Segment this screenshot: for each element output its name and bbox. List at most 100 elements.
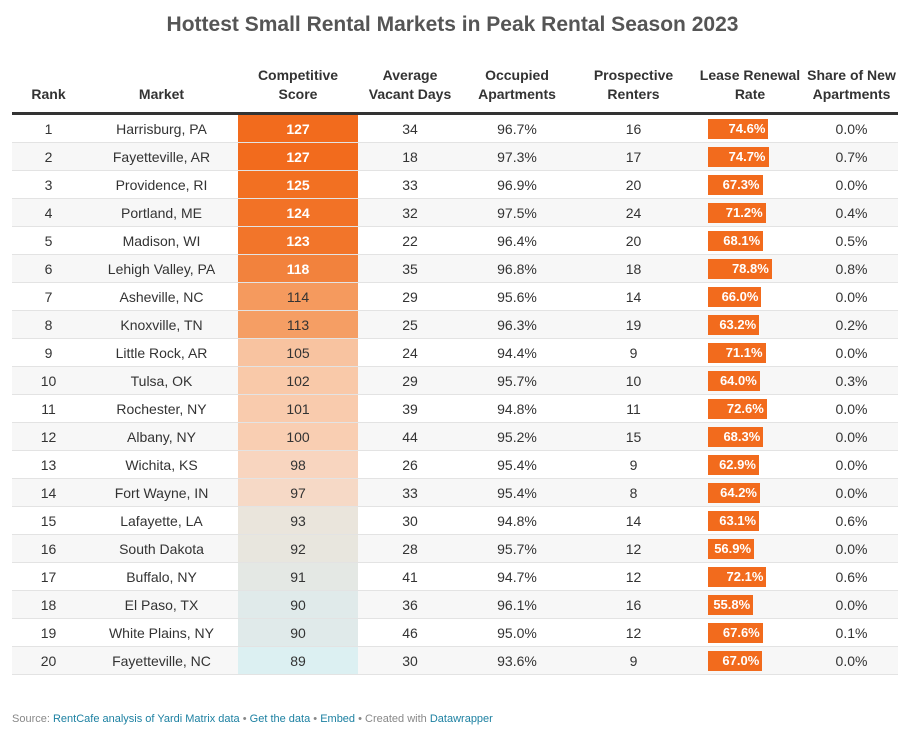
vacant-days-cell: 34: [358, 113, 462, 143]
vacant-days-cell: 32: [358, 198, 462, 227]
market-cell: Madison, WI: [85, 226, 238, 255]
table-row: 13 Wichita, KS 98 26 95.4% 9 62.9% 0.0%: [12, 450, 898, 479]
prospective-renters-cell: 12: [572, 534, 695, 563]
lease-renewal-cell: 67.0%: [695, 646, 805, 675]
rank-cell: 7: [12, 282, 85, 311]
vacant-days-cell: 29: [358, 282, 462, 311]
prospective-renters-cell: 11: [572, 394, 695, 423]
vacant-days-cell: 30: [358, 646, 462, 675]
lease-renewal-cell: 55.8%: [695, 590, 805, 619]
source-link[interactable]: RentCafe analysis of Yardi Matrix data: [52, 713, 240, 725]
rank-cell: 2: [12, 142, 85, 171]
table-row: 17 Buffalo, NY 91 41 94.7% 12 72.1% 0.6%: [12, 562, 898, 591]
competitive-score-cell: 90: [238, 618, 358, 647]
share-new-cell: 0.0%: [805, 450, 898, 479]
share-new-cell: 0.0%: [805, 478, 898, 507]
header-lease-renewal-rate[interactable]: Lease Renewal Rate: [695, 66, 805, 115]
market-cell: Fayetteville, NC: [85, 646, 238, 675]
lease-renewal-bar: 55.8%: [708, 594, 754, 615]
competitive-score-cell: 97: [238, 478, 358, 507]
table-row: 16 South Dakota 92 28 95.7% 12 56.9% 0.0%: [12, 534, 898, 563]
share-new-cell: 0.0%: [805, 113, 898, 143]
market-cell: El Paso, TX: [85, 590, 238, 619]
header-prospective-renters[interactable]: Prospective Renters: [572, 66, 695, 115]
occupied-cell: 96.7%: [462, 113, 572, 143]
occupied-cell: 94.8%: [462, 506, 572, 535]
prospective-renters-cell: 18: [572, 254, 695, 283]
competitive-score-cell: 91: [238, 562, 358, 591]
share-new-cell: 0.3%: [805, 366, 898, 395]
vacant-days-cell: 36: [358, 590, 462, 619]
lease-renewal-bar: 67.6%: [708, 622, 763, 643]
lease-renewal-cell: 71.2%: [695, 198, 805, 227]
occupied-cell: 95.4%: [462, 450, 572, 479]
share-new-cell: 0.4%: [805, 198, 898, 227]
competitive-score-cell: 90: [238, 590, 358, 619]
rank-cell: 17: [12, 562, 85, 591]
datawrapper-link[interactable]: Datawrapper: [429, 713, 493, 725]
table-row: 14 Fort Wayne, IN 97 33 95.4% 8 64.2% 0.0%: [12, 478, 898, 507]
lease-renewal-bar: 63.2%: [708, 314, 760, 335]
lease-renewal-bar: 66.0%: [708, 286, 762, 307]
header-rank[interactable]: Rank: [12, 66, 85, 115]
lease-renewal-bar: 64.0%: [708, 370, 760, 391]
occupied-cell: 95.6%: [462, 282, 572, 311]
embed-link[interactable]: Embed: [320, 713, 356, 725]
prospective-renters-cell: 9: [572, 646, 695, 675]
prospective-renters-cell: 24: [572, 198, 695, 227]
competitive-score-cell: 123: [238, 226, 358, 255]
table-row: 9 Little Rock, AR 105 24 94.4% 9 71.1% 0.0%: [12, 338, 898, 367]
separator: •: [358, 713, 362, 725]
lease-renewal-cell: 63.1%: [695, 506, 805, 535]
rank-cell: 3: [12, 170, 85, 199]
table-row: 3 Providence, RI 125 33 96.9% 20 67.3% 0.0%: [12, 170, 898, 199]
share-new-cell: 0.0%: [805, 422, 898, 451]
header-competitive-score[interactable]: Competitive Score: [238, 66, 358, 115]
header-market[interactable]: Market: [85, 66, 238, 115]
rank-cell: 8: [12, 310, 85, 339]
vacant-days-cell: 18: [358, 142, 462, 171]
lease-renewal-bar: 56.9%: [708, 538, 755, 559]
lease-renewal-cell: 74.6%: [695, 113, 805, 143]
table-row: 11 Rochester, NY 101 39 94.8% 11 72.6% 0.0%: [12, 394, 898, 423]
vacant-days-cell: 39: [358, 394, 462, 423]
market-cell: Rochester, NY: [85, 394, 238, 423]
table-row: 19 White Plains, NY 90 46 95.0% 12 67.6% 0.1%: [12, 618, 898, 647]
header-share-new-apartments[interactable]: Share of New Apartments: [805, 66, 898, 115]
lease-renewal-bar: 72.6%: [708, 398, 767, 419]
share-new-cell: 0.6%: [805, 506, 898, 535]
header-average-vacant-days[interactable]: Average Vacant Days: [358, 66, 462, 115]
prospective-renters-cell: 20: [572, 226, 695, 255]
lease-renewal-bar: 68.3%: [708, 426, 764, 447]
lease-renewal-cell: 64.2%: [695, 478, 805, 507]
occupied-cell: 94.8%: [462, 394, 572, 423]
competitive-score-cell: 125: [238, 170, 358, 199]
occupied-cell: 94.4%: [462, 338, 572, 367]
market-cell: South Dakota: [85, 534, 238, 563]
market-cell: Buffalo, NY: [85, 562, 238, 591]
lease-renewal-cell: 72.1%: [695, 562, 805, 591]
market-cell: Asheville, NC: [85, 282, 238, 311]
header-occupied-apartments[interactable]: Occupied Apartments: [462, 66, 572, 115]
vacant-days-cell: 33: [358, 478, 462, 507]
occupied-cell: 96.4%: [462, 226, 572, 255]
market-cell: Fort Wayne, IN: [85, 478, 238, 507]
vacant-days-cell: 41: [358, 562, 462, 591]
lease-renewal-bar: 71.2%: [708, 202, 766, 223]
share-new-cell: 0.0%: [805, 338, 898, 367]
source-label: Source:: [12, 713, 50, 725]
rank-cell: 13: [12, 450, 85, 479]
prospective-renters-cell: 9: [572, 338, 695, 367]
market-cell: Fayetteville, AR: [85, 142, 238, 171]
prospective-renters-cell: 17: [572, 142, 695, 171]
get-data-link[interactable]: Get the data: [249, 713, 311, 725]
header-row: Rank Market Competitive Score Average Va…: [12, 66, 898, 115]
table-row: 4 Portland, ME 124 32 97.5% 24 71.2% 0.4%: [12, 198, 898, 227]
table-row: 6 Lehigh Valley, PA 118 35 96.8% 18 78.8% 0.8%: [12, 254, 898, 283]
rank-cell: 19: [12, 618, 85, 647]
market-cell: Knoxville, TN: [85, 310, 238, 339]
share-new-cell: 0.0%: [805, 534, 898, 563]
lease-renewal-bar: 67.3%: [708, 174, 763, 195]
competitive-score-cell: 118: [238, 254, 358, 283]
market-cell: Little Rock, AR: [85, 338, 238, 367]
